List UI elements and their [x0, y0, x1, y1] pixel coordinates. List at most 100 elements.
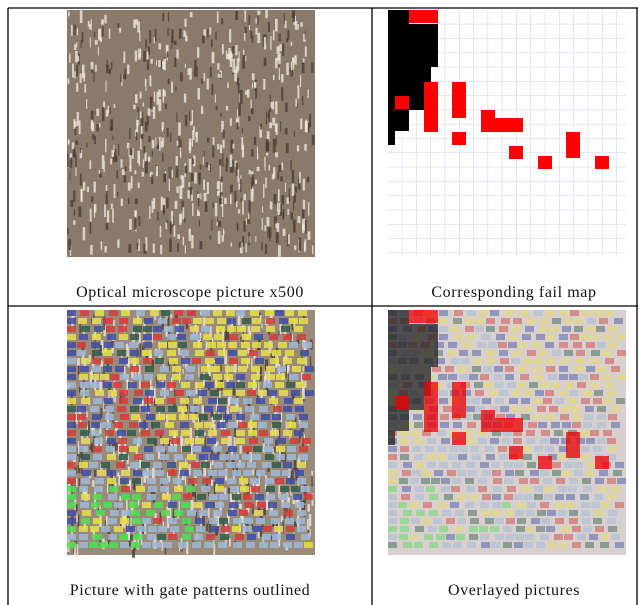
texture	[261, 350, 270, 356]
texture	[276, 137, 277, 144]
texture	[118, 326, 127, 332]
texture	[534, 310, 543, 316]
texture	[125, 166, 127, 171]
texture	[186, 36, 187, 42]
texture	[67, 542, 76, 548]
texture	[277, 366, 286, 372]
texture	[90, 374, 99, 380]
texture	[574, 470, 583, 476]
texture	[414, 438, 423, 444]
texture	[215, 478, 224, 484]
texture	[67, 310, 76, 316]
texture	[486, 326, 495, 332]
texture	[495, 382, 504, 388]
texture	[90, 382, 99, 388]
texture	[189, 229, 191, 241]
texture	[502, 502, 511, 508]
texture	[96, 109, 99, 116]
texture	[230, 398, 239, 404]
texture	[425, 446, 434, 452]
texture	[585, 470, 594, 476]
texture	[270, 36, 271, 50]
texture	[560, 310, 569, 316]
texture	[273, 30, 275, 40]
texture	[161, 197, 163, 211]
texture	[572, 422, 581, 428]
texture	[516, 526, 525, 532]
texture	[162, 153, 163, 162]
texture	[283, 430, 292, 436]
texture	[459, 446, 468, 452]
texture	[298, 216, 301, 223]
texture	[101, 462, 110, 468]
texture	[266, 326, 275, 332]
texture	[201, 462, 210, 468]
texture	[177, 243, 179, 251]
texture	[127, 65, 129, 75]
texture	[220, 454, 229, 460]
texture	[286, 63, 289, 75]
texture	[104, 204, 106, 217]
texture	[551, 382, 560, 388]
texture	[94, 470, 96, 477]
texture	[388, 454, 397, 460]
texture	[215, 382, 224, 388]
texture	[250, 414, 259, 420]
texture	[439, 390, 448, 396]
texture	[574, 326, 583, 332]
texture	[185, 374, 194, 380]
texture	[228, 422, 237, 428]
texture	[552, 350, 561, 356]
texture	[108, 390, 117, 396]
texture	[254, 82, 256, 88]
texture	[233, 518, 242, 524]
texture	[409, 310, 438, 323]
texture	[130, 334, 139, 340]
texture	[278, 189, 280, 201]
texture	[229, 29, 231, 42]
texture	[243, 470, 252, 476]
texture	[534, 374, 543, 380]
texture	[95, 65, 97, 72]
texture	[143, 103, 144, 107]
texture	[197, 47, 199, 57]
texture	[595, 526, 604, 532]
texture	[149, 30, 151, 43]
texture	[259, 542, 268, 548]
texture	[199, 510, 208, 516]
texture	[617, 374, 626, 380]
texture	[79, 121, 81, 135]
texture	[235, 11, 238, 20]
texture	[251, 326, 260, 332]
texture	[67, 502, 76, 508]
texture	[203, 334, 212, 340]
texture	[159, 137, 161, 151]
texture	[511, 326, 520, 332]
texture	[68, 239, 71, 250]
texture	[480, 502, 489, 508]
texture	[230, 155, 233, 167]
texture	[582, 478, 591, 484]
texture	[289, 374, 298, 380]
texture	[230, 52, 232, 58]
texture	[233, 542, 242, 548]
texture	[170, 526, 179, 532]
texture	[144, 446, 153, 452]
texture	[217, 342, 226, 348]
texture	[221, 526, 230, 532]
texture	[172, 366, 181, 372]
texture	[217, 191, 220, 196]
texture	[275, 310, 284, 316]
texture	[611, 422, 620, 428]
texture	[552, 462, 561, 468]
texture	[289, 160, 292, 171]
texture	[228, 488, 230, 494]
texture	[283, 334, 292, 340]
texture	[415, 494, 424, 500]
texture	[454, 310, 463, 316]
texture	[198, 365, 199, 377]
texture	[220, 534, 229, 540]
texture	[581, 510, 590, 516]
texture	[266, 486, 275, 492]
texture	[153, 462, 162, 468]
